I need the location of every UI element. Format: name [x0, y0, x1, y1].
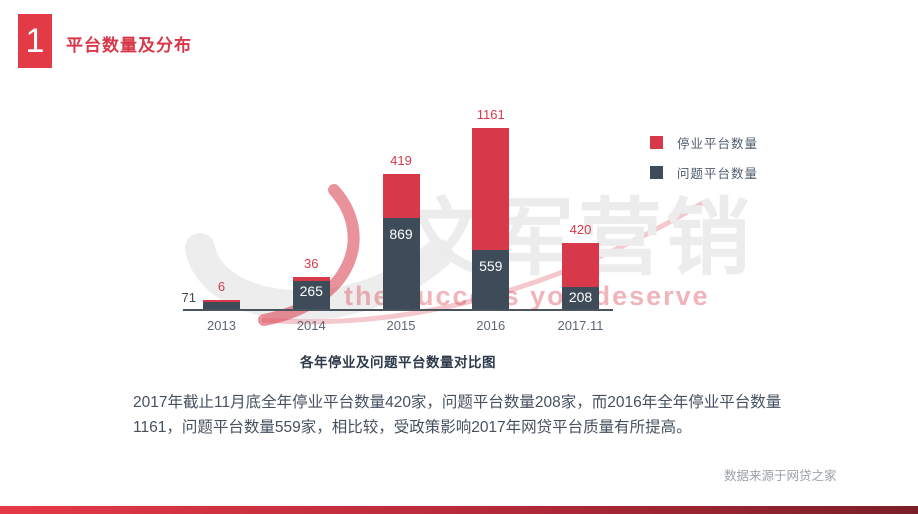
- closed-segment: [562, 243, 599, 287]
- bar-group-2016: 1161 559: [472, 108, 510, 309]
- section-number: 1: [25, 21, 45, 60]
- legend-swatch-icon: [650, 166, 663, 179]
- closed-segment: [472, 128, 510, 250]
- footer-accent-bar: [0, 506, 918, 514]
- closed-segment: [382, 174, 420, 218]
- closed-value-label: 1161: [476, 107, 505, 122]
- problem-value-label: 559: [479, 258, 503, 274]
- x-axis-label: 2015: [386, 318, 416, 333]
- x-axis-label: 2017.11: [557, 318, 604, 333]
- problem-segment: [562, 287, 599, 309]
- data-source-note: 数据来源于网贷之家: [724, 469, 837, 483]
- legend-item-1: 问题平台数量: [650, 163, 758, 182]
- bar-chart: 6 71 2013 36 265 2014 419 869 2015 1161 559 2016 420…: [182, 98, 613, 333]
- legend-label: 问题平台数量: [677, 167, 759, 181]
- bar-group-2017.11: 420 208: [562, 223, 599, 309]
- legend-item-0: 停业平台数量: [650, 133, 758, 152]
- legend-label: 停业平台数量: [677, 137, 759, 151]
- problem-segment: [472, 250, 510, 309]
- plot-area: 6 71 2013 36 265 2014 419 869 2015 1161 559 2016 420…: [182, 98, 613, 333]
- summary-paragraph: 2017年截止11月底全年停业平台数量420家，问题平台数量208家，而2016…: [133, 394, 782, 436]
- x-axis-label: 2016: [476, 318, 506, 333]
- bar-group-2014: 36 265: [292, 257, 330, 309]
- problem-value-label: 869: [389, 226, 413, 242]
- bar-group-2015: 419 869: [382, 154, 420, 309]
- problem-value-label: 265: [299, 283, 323, 299]
- legend-swatch-icon: [650, 136, 663, 149]
- problem-segment: [203, 302, 240, 309]
- page-title: 平台数量及分布: [66, 36, 192, 55]
- problem-value-label: 208: [568, 289, 593, 305]
- chart-legend: 停业平台数量 问题平台数量: [650, 133, 758, 193]
- problem-value-label: 71: [181, 290, 196, 305]
- x-axis-label: 2013: [207, 318, 236, 333]
- bar-group-2013: 6 71: [182, 280, 240, 309]
- closed-value-label: 420: [569, 222, 592, 237]
- closed-value-label: 419: [390, 153, 412, 168]
- x-axis-label: 2014: [296, 318, 326, 333]
- section-number-block: 1: [18, 14, 52, 68]
- chart-caption: 各年停业及问题平台数量对比图: [300, 355, 496, 370]
- closed-value-label: 36: [304, 256, 319, 271]
